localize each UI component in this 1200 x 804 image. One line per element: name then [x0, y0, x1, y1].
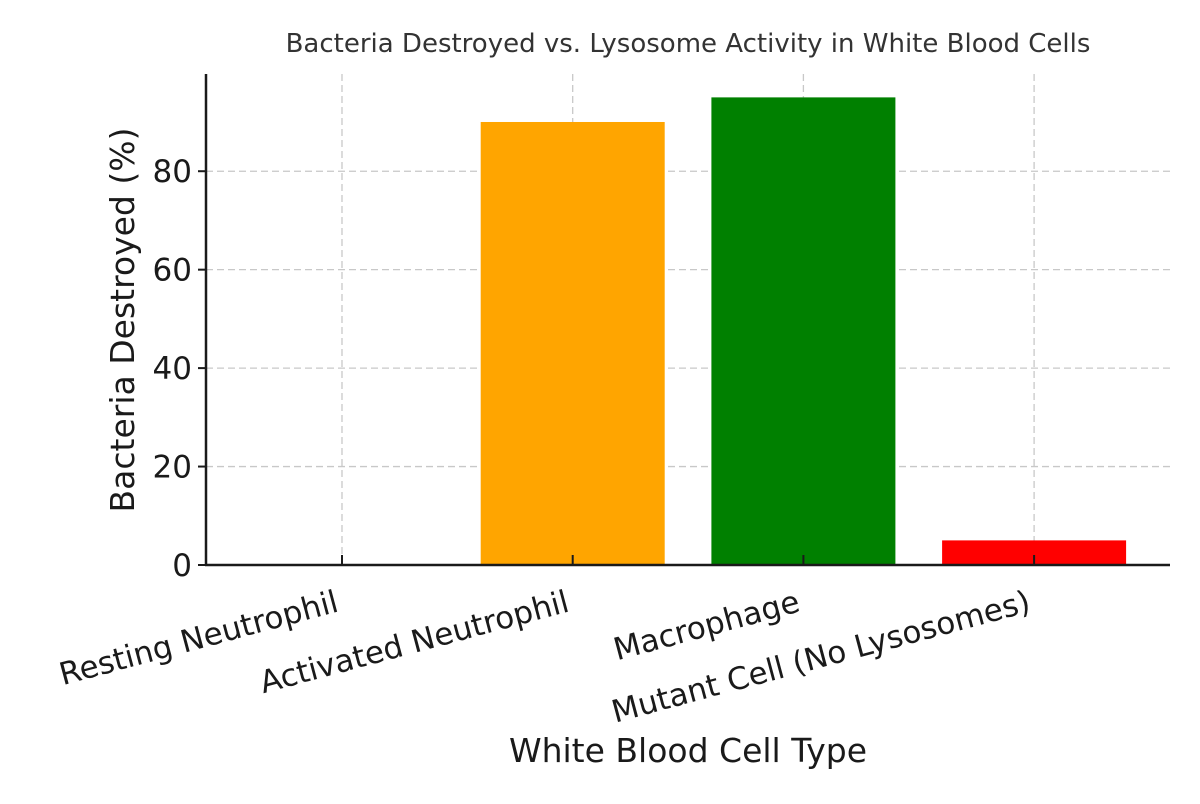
y-tick-label: 0 [172, 548, 192, 584]
y-tick-label: 80 [153, 154, 192, 190]
bar [480, 121, 665, 565]
axes [204, 74, 1170, 567]
y-tick-label: 40 [153, 351, 192, 387]
bars [480, 97, 1127, 565]
chart-title: Bacteria Destroyed vs. Lysosome Activity… [286, 29, 1091, 59]
bar [711, 97, 896, 565]
y-ticks: 0 20 40 60 80 [153, 154, 1036, 584]
grid [206, 74, 1170, 565]
y-axis-label: Bacteria Destroyed (%) [103, 128, 142, 513]
y-tick-label: 60 [153, 253, 192, 289]
x-tick-label: Mutant Cell (No Lysosomes) [608, 584, 1034, 730]
x-axis-label: White Blood Cell Type [509, 731, 867, 770]
y-tick-label: 20 [153, 450, 192, 486]
